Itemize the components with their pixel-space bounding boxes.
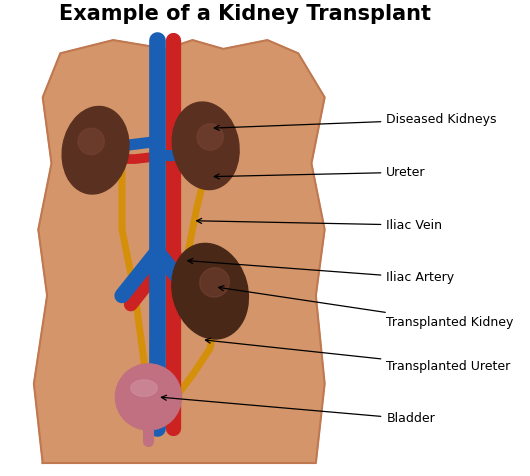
Text: Iliac Vein: Iliac Vein: [197, 218, 443, 232]
Ellipse shape: [172, 102, 239, 189]
Text: Ureter: Ureter: [214, 166, 426, 179]
Ellipse shape: [200, 268, 229, 297]
Ellipse shape: [116, 364, 181, 430]
Ellipse shape: [172, 243, 249, 339]
Polygon shape: [34, 40, 325, 463]
Text: Bladder: Bladder: [162, 395, 435, 426]
Ellipse shape: [131, 380, 157, 397]
Text: Diseased Kidneys: Diseased Kidneys: [214, 113, 497, 130]
Ellipse shape: [62, 107, 129, 194]
Text: Iliac Artery: Iliac Artery: [188, 258, 454, 285]
Text: Transplanted Kidney: Transplanted Kidney: [219, 286, 514, 328]
Title: Example of a Kidney Transplant: Example of a Kidney Transplant: [59, 4, 431, 24]
Ellipse shape: [197, 124, 223, 150]
Ellipse shape: [78, 128, 104, 155]
Text: Transplanted Ureter: Transplanted Ureter: [206, 338, 510, 373]
